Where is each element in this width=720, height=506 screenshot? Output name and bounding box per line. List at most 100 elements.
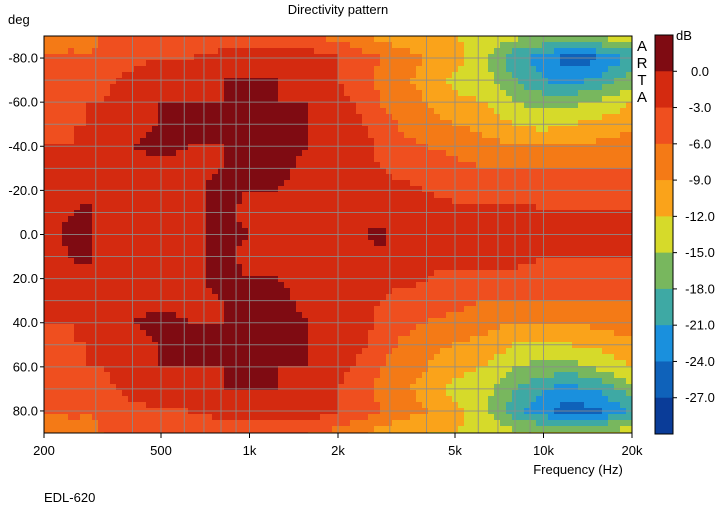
heatmap-cell bbox=[146, 330, 309, 337]
heatmap-cell bbox=[488, 66, 507, 73]
heatmap-cell bbox=[68, 216, 93, 223]
heatmap-cell bbox=[218, 48, 315, 55]
heatmap-cell bbox=[104, 366, 225, 373]
heatmap-cell bbox=[602, 390, 627, 397]
heatmap-cell bbox=[440, 348, 507, 355]
heatmap-cell bbox=[206, 240, 243, 247]
heatmap-cell bbox=[578, 384, 615, 391]
heatmap-cell bbox=[410, 48, 465, 55]
heatmap-cell bbox=[548, 78, 585, 85]
heatmap-cell bbox=[464, 306, 632, 313]
heatmap-cell bbox=[98, 420, 351, 427]
heatmap-cell bbox=[620, 402, 632, 409]
heatmap-cell bbox=[74, 48, 93, 55]
heatmap-cell bbox=[236, 258, 537, 265]
heatmap-cell bbox=[44, 366, 105, 373]
heatmap-cell bbox=[86, 102, 159, 109]
heatmap-cell bbox=[464, 54, 489, 61]
heatmap-cell bbox=[44, 216, 69, 223]
heatmap-cell bbox=[116, 384, 225, 391]
heatmap-cell bbox=[356, 354, 387, 361]
heatmap-cell bbox=[74, 210, 93, 217]
heatmap-cell bbox=[116, 78, 225, 85]
heatmap-cell bbox=[620, 426, 632, 433]
heatmap-cell bbox=[44, 180, 207, 187]
heatmap-cell bbox=[68, 48, 75, 55]
heatmap-cell bbox=[128, 396, 339, 403]
heatmap-cell bbox=[44, 384, 117, 391]
heatmap-cell bbox=[530, 54, 561, 61]
heatmap-cell bbox=[386, 294, 632, 301]
heatmap-cell bbox=[578, 360, 627, 367]
heatmap-cell bbox=[404, 132, 483, 139]
heatmap-cell bbox=[542, 72, 603, 79]
heatmap-cell bbox=[494, 414, 513, 421]
y-tick-label: 80.0 bbox=[13, 403, 38, 418]
heatmap-cell bbox=[44, 294, 219, 301]
heatmap-cell bbox=[44, 360, 87, 367]
heatmap-cell bbox=[500, 84, 525, 91]
heatmap-cell bbox=[224, 156, 297, 163]
heatmap-cell bbox=[44, 264, 207, 271]
heatmap-cell bbox=[308, 114, 363, 121]
heatmap-cell bbox=[392, 420, 465, 427]
heatmap-cell bbox=[338, 402, 381, 409]
heatmap-cell bbox=[374, 84, 417, 91]
heatmap-cell bbox=[446, 312, 632, 319]
heatmap-cell bbox=[356, 360, 387, 367]
heatmap-cell bbox=[446, 390, 495, 397]
heatmap-cell bbox=[524, 102, 579, 109]
heatmap-cell bbox=[464, 48, 495, 55]
heatmap-cell bbox=[140, 324, 309, 331]
heatmap-cell bbox=[62, 228, 93, 235]
heatmap-cell bbox=[236, 204, 537, 211]
heatmap-cell bbox=[362, 114, 393, 121]
heatmap-cell bbox=[44, 186, 207, 193]
heatmap-cell bbox=[494, 72, 513, 79]
colorbar-frame bbox=[654, 34, 674, 435]
heatmap-cell bbox=[512, 120, 579, 127]
heatmap-cell bbox=[44, 108, 87, 115]
heatmap-cell bbox=[44, 42, 99, 49]
heatmap-cell bbox=[44, 126, 75, 133]
heatmap-cell bbox=[374, 384, 411, 391]
colorbar-tick-label: -12.0 bbox=[685, 209, 715, 224]
heatmap-cell bbox=[506, 348, 603, 355]
heatmap-cell bbox=[494, 354, 615, 361]
heatmap-cell bbox=[248, 234, 369, 241]
heatmap-cell bbox=[206, 276, 279, 283]
heatmap-cell bbox=[380, 54, 423, 61]
heatmap-cell bbox=[92, 240, 207, 247]
heatmap-cell bbox=[392, 114, 441, 121]
heatmap-cell bbox=[344, 372, 381, 379]
heatmap-cell bbox=[44, 426, 99, 433]
heatmap-cell bbox=[452, 84, 501, 91]
heatmap-cell bbox=[158, 342, 309, 349]
colorbar-band bbox=[655, 361, 673, 399]
heatmap-cell bbox=[434, 108, 495, 115]
heatmap-cell bbox=[338, 78, 375, 85]
heatmap-cell bbox=[506, 90, 543, 97]
heatmap-cell bbox=[44, 162, 225, 169]
heatmap-cell bbox=[62, 222, 93, 229]
colorbar-band bbox=[655, 71, 673, 109]
heatmap-cell bbox=[44, 210, 75, 217]
heatmap-cell bbox=[44, 114, 87, 121]
heatmap-cell bbox=[530, 360, 579, 367]
heatmap-cell bbox=[560, 60, 591, 67]
heatmap-cell bbox=[224, 144, 309, 151]
heatmap-cell bbox=[584, 402, 621, 409]
heatmap-cell bbox=[422, 54, 465, 61]
heatmap-cell bbox=[374, 36, 459, 43]
heatmap-cell bbox=[308, 144, 375, 151]
heatmap-cell bbox=[554, 384, 579, 391]
heatmap-cell bbox=[398, 126, 471, 133]
colorbar-tick-label: -9.0 bbox=[689, 173, 711, 188]
heatmap-cell bbox=[278, 378, 345, 385]
heatmap-cell bbox=[224, 300, 297, 307]
heatmap-cell bbox=[380, 366, 429, 373]
colorbar-tick-label: -21.0 bbox=[685, 318, 715, 333]
heatmap-cell bbox=[380, 60, 423, 67]
heatmap-cell bbox=[602, 84, 632, 91]
